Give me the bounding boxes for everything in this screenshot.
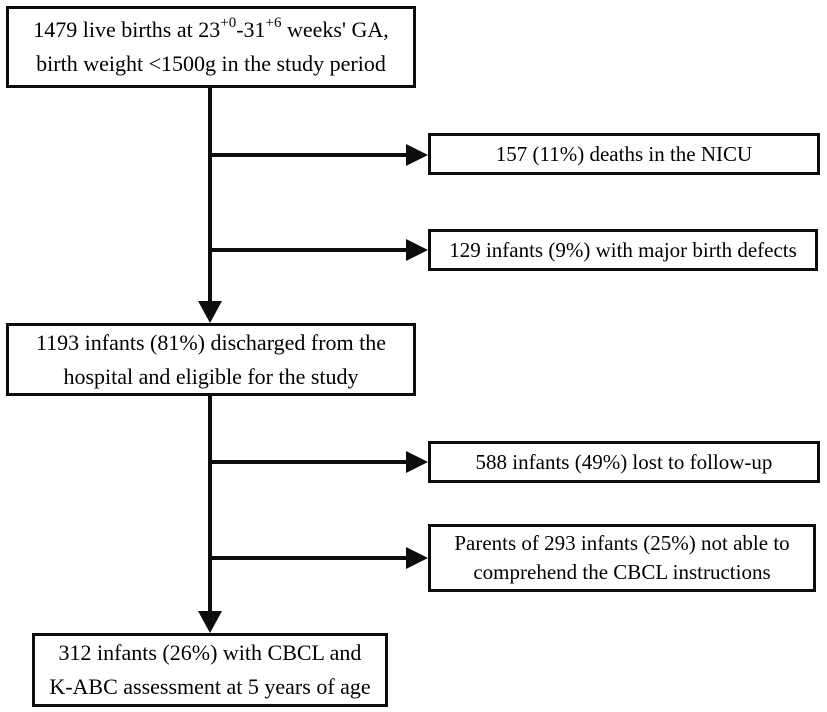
live-births-line2: birth weight <1500g in the study period	[36, 51, 386, 76]
connector-top-to-discharged	[208, 88, 212, 302]
birth-defects-box: 129 infants (9%) with major birth defect…	[428, 229, 818, 271]
cbcl-instructions-line1: Parents of 293 infants (25%) not able to	[454, 531, 790, 555]
branch-line-nicu-deaths	[208, 153, 406, 157]
arrowhead-down-icon	[198, 611, 222, 633]
live-births-line1: 1479 live births at 23+0-31+6 weeks' GA,	[33, 14, 389, 42]
final-assessment-line1: 312 infants (26%) with CBCL and	[58, 640, 362, 665]
arrowhead-right-icon	[406, 239, 428, 261]
arrowhead-right-icon	[406, 144, 428, 166]
nicu-deaths-box: 157 (11%) deaths in the NICU	[428, 133, 820, 175]
arrowhead-right-icon	[406, 547, 428, 569]
discharged-box: 1193 infants (81%) discharged from the h…	[6, 323, 416, 396]
lost-followup-box: 588 infants (49%) lost to follow-up	[428, 441, 820, 483]
branch-line-lost-followup	[208, 460, 406, 464]
ga-superscript-low: +0	[220, 14, 237, 31]
arrowhead-down-icon	[198, 301, 222, 323]
cbcl-instructions-line2: comprehend the CBCL instructions	[473, 560, 771, 584]
birth-defects-text: 129 infants (9%) with major birth defect…	[449, 237, 797, 262]
branch-line-birth-defects	[208, 248, 406, 252]
discharged-line2: hospital and eligible for the study	[63, 363, 359, 389]
lost-followup-text: 588 infants (49%) lost to follow-up	[475, 449, 773, 474]
connector-discharged-to-final	[208, 394, 212, 611]
arrowhead-right-icon	[406, 451, 428, 473]
final-assessment-box: 312 infants (26%) with CBCL and K-ABC as…	[32, 633, 388, 707]
discharged-line1: 1193 infants (81%) discharged from the	[35, 329, 387, 355]
final-assessment-line2: K-ABC assessment at 5 years of age	[49, 674, 371, 699]
cbcl-instructions-box: Parents of 293 infants (25%) not able to…	[428, 524, 816, 592]
branch-line-cbcl-instructions	[208, 556, 406, 560]
live-births-box: 1479 live births at 23+0-31+6 weeks' GA,…	[6, 6, 416, 88]
ga-superscript-high: +6	[265, 14, 282, 31]
nicu-deaths-text: 157 (11%) deaths in the NICU	[495, 141, 753, 166]
